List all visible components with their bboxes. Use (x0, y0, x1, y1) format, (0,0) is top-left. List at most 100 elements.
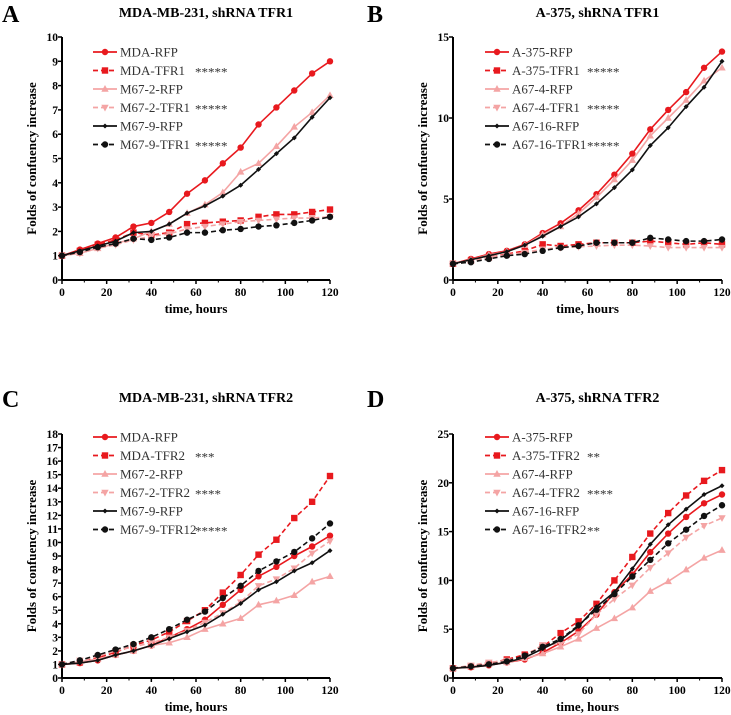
x-axis-label: time, hours (556, 699, 619, 714)
y-tick-label: 16 (47, 456, 59, 468)
data-point (700, 523, 708, 530)
data-point (449, 665, 457, 672)
data-point (95, 657, 101, 663)
legend-entry: A67-16-TFR1 ***** (485, 137, 620, 154)
data-point (326, 91, 334, 99)
panel-letter: D (367, 387, 384, 413)
data-point (201, 177, 209, 184)
y-axis-label: Folds of confuency increase (415, 82, 430, 235)
data-point (539, 247, 546, 255)
data-point (521, 250, 528, 258)
legend-entry: A67-4-RFP (485, 467, 573, 482)
x-tick-label: 40 (146, 287, 158, 299)
data-point (308, 577, 316, 585)
legend-label: A67-4-TFR1 (512, 100, 580, 115)
data-point (629, 150, 636, 157)
legend-entry: A67-4-TFR1 ***** (485, 100, 620, 117)
legend-marker (102, 508, 108, 514)
x-tick-label: 120 (713, 685, 731, 697)
data-point (718, 63, 726, 71)
legend-entry: A67-16-TFR2 ** (485, 522, 600, 539)
legend-marker (102, 123, 108, 129)
data-point (308, 498, 316, 505)
data-point (592, 193, 601, 201)
y-tick-label: 11 (47, 524, 58, 536)
data-point (700, 512, 708, 520)
data-point (273, 558, 280, 565)
data-point (700, 64, 708, 71)
data-point (592, 624, 601, 631)
series-line (452, 517, 723, 670)
legend-entry: A-375-TFR1 ***** (485, 63, 620, 80)
y-tick-label: 0 (443, 275, 449, 287)
data-point (166, 221, 172, 227)
x-tick-label: 0 (59, 685, 65, 697)
legend-marker (493, 526, 501, 533)
significance-stars: **** (587, 487, 613, 502)
chart-panel-d: D A-375, shRNA TFR2 0 20 40 60 80 100 120 0 5 10 15 2… (367, 387, 731, 714)
data-point (628, 603, 637, 611)
data-point (682, 96, 690, 103)
legend-entry: MDA-TFR2 *** (93, 448, 215, 465)
y-tick-label: 18 (47, 429, 59, 441)
data-point (183, 616, 191, 623)
data-point (237, 571, 244, 579)
y-tick-label: 7 (52, 578, 58, 590)
data-point (202, 203, 208, 209)
data-point (647, 143, 653, 149)
data-point (700, 477, 708, 485)
x-tick-label: 100 (669, 287, 687, 299)
data-point (148, 236, 155, 244)
y-tick-label: 10 (438, 113, 450, 125)
legend-label: A67-16-TFR2 (512, 522, 586, 537)
data-point (682, 241, 690, 248)
legend-label: MDA-RFP (120, 430, 178, 445)
data-point (610, 596, 619, 603)
y-tick-label: 10 (438, 575, 450, 587)
data-point (273, 211, 280, 218)
data-point (539, 241, 546, 248)
legend-entry: A-375-TFR2 ** (485, 448, 600, 465)
legend-label: A-375-TFR2 (512, 448, 580, 463)
data-point (682, 526, 690, 533)
series-line (452, 549, 723, 670)
data-point (76, 248, 84, 256)
data-point (238, 182, 244, 188)
data-point (148, 642, 154, 648)
x-tick-label: 40 (537, 287, 549, 299)
legend-marker (101, 489, 109, 497)
data-point (272, 216, 281, 224)
y-tick-label: 1 (52, 659, 58, 671)
data-point (718, 466, 726, 474)
data-point (254, 217, 263, 225)
x-axis-label: time, hours (165, 699, 228, 714)
data-point (148, 228, 154, 234)
y-tick-label: 3 (52, 632, 58, 644)
y-tick-label: 10 (47, 537, 59, 549)
data-point (718, 241, 726, 248)
series-line (452, 50, 723, 265)
data-point (664, 244, 672, 252)
data-point (485, 661, 493, 668)
data-point (718, 515, 726, 522)
y-tick-label: 9 (52, 56, 58, 68)
data-point (308, 550, 316, 558)
series-line (61, 575, 331, 666)
series-line (61, 208, 331, 257)
series-m67-9-tfr1 (58, 213, 334, 259)
x-tick-label: 100 (277, 685, 295, 697)
data-point (611, 185, 617, 191)
legend-marker (101, 67, 109, 74)
data-point (291, 514, 298, 522)
data-point (467, 258, 475, 266)
series-line (61, 216, 331, 257)
legend-entry: A-375-RFP (485, 430, 573, 445)
y-tick-label: 0 (443, 673, 449, 685)
x-tick-label: 40 (537, 685, 549, 697)
data-point (326, 538, 334, 546)
legend-label: M67-2-RFP (120, 467, 183, 482)
chart-panel-c: C MDA-MB-231, shRNA TFR2 0 20 40 60 80 100 120 0 1… (2, 387, 339, 714)
data-point (183, 229, 191, 236)
legend-marker (493, 470, 501, 477)
legend-label: A67-4-RFP (512, 82, 573, 97)
